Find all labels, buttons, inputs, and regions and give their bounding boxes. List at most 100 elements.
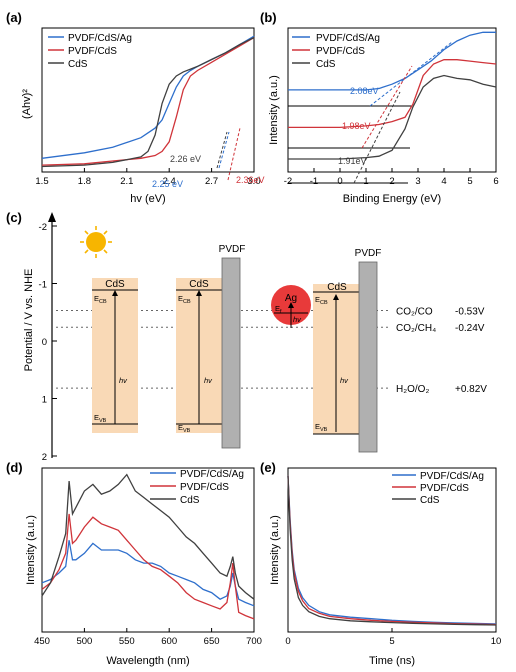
ag-ef: Ef (275, 304, 282, 315)
arrow-up-icon (288, 302, 294, 308)
cds-1-hv: hv (119, 376, 128, 385)
annotation-b-cds: 1.91eV (338, 156, 367, 166)
cds-slope (353, 91, 401, 184)
panel-d-plot: 450 500 550 600 650 700 PVDF/CdS/Ag PVDF/CdS … (25, 467, 262, 667)
panel-a-frame (41, 27, 255, 173)
panel-b-label: (b) (260, 10, 277, 25)
cds-tangent (216, 131, 228, 169)
legend-d-pvdf-cds: PVDF/CdS (180, 482, 229, 493)
ag-label: Ag (285, 293, 297, 304)
legend-d-ag: PVDF/CdS/Ag (180, 469, 244, 480)
sun-icon (80, 226, 112, 258)
legend-b-cds: CdS (316, 59, 336, 70)
panel-c-ylabel: Potential / V vs. NHE (23, 269, 35, 372)
cds-2-ecb: ECB (178, 294, 191, 305)
x-tick-label: -1 (310, 176, 318, 187)
cds-2-label: CdS (189, 279, 209, 290)
panel-d-frame (41, 467, 255, 633)
panel-d-label: (d) (6, 460, 23, 475)
panel-d-ylabel: Intensity (a.u.) (25, 515, 37, 585)
redox-potential-label: -0.53V (455, 307, 485, 318)
legend-b-pvdf-cds: PVDF/CdS (316, 46, 365, 57)
x-tick-label: 0 (285, 636, 290, 647)
ag-slope (369, 41, 453, 107)
cds-1-label: CdS (105, 279, 125, 290)
annotation-ag: 2.25 eV (152, 179, 183, 189)
panel-d-xlabel: Wavelength (nm) (106, 655, 189, 667)
arrow-up-icon (112, 290, 118, 296)
arrow-up-icon (196, 290, 202, 296)
x-tick-label: 2.7 (205, 176, 218, 187)
series-line-d-0 (41, 540, 255, 607)
legend-a-pvdf-cds: PVDF/CdS (68, 46, 117, 57)
cds-3-evb: EVB (315, 422, 328, 433)
redox-couple-label: H₂O/O₂ (396, 384, 429, 395)
y-tick-label: -1 (39, 280, 47, 291)
legend-b-ag: PVDF/CdS/Ag (316, 33, 380, 44)
axis-arrow-icon (48, 212, 56, 222)
panel-a-plot: 1.5 1.8 2.1 2.4 2.7 3.0 2.26 eV 2.25 eV 2.36e… (21, 27, 265, 205)
panel-a-label: (a) (6, 10, 22, 25)
x-tick-label: 5 (389, 636, 394, 647)
annotation-cds: 2.26 eV (170, 154, 201, 164)
x-tick-label: 10 (491, 636, 502, 647)
x-tick-label: 600 (161, 636, 177, 647)
x-tick-label: 2.4 (163, 176, 176, 187)
panel-e-label: (e) (260, 460, 276, 475)
panel-c-diagram: -2 -1 0 1 2 Potential / V vs. NHE CO₂/CO -0.5… (23, 212, 487, 463)
x-tick-label: 700 (246, 636, 262, 647)
x-tick-label: -2 (284, 176, 292, 187)
legend-e-cds: CdS (420, 495, 440, 506)
cds-1-evb: EVB (94, 413, 107, 424)
annotation-pvdf-cds: 2.36eV (236, 175, 265, 185)
series-line-e-0 (287, 475, 497, 625)
pvdf-bar-2 (358, 261, 378, 453)
redox-potential-label: +0.82V (455, 384, 487, 395)
x-tick-label: 1.8 (78, 176, 91, 187)
x-tick-label: 1 (363, 176, 368, 187)
panel-a-ylabel: (Ahv)² (21, 89, 33, 119)
x-tick-label: 450 (34, 636, 50, 647)
series-line-d-1 (41, 513, 255, 620)
series-line-a-2 (41, 37, 255, 168)
redox-couple-label: CO₂/CO (396, 307, 433, 318)
panel-b-plot: -2 -1 0 1 2 3 4 5 6 2.08eV 1.98eV 1.91eV PVDF/Cd… (268, 27, 499, 205)
x-tick-label: 6 (493, 176, 498, 187)
pvdf-cds-tangent (227, 127, 241, 181)
legend-e-ag: PVDF/CdS/Ag (420, 471, 484, 482)
pvdf-bar-1 (221, 257, 241, 449)
panel-a-xlabel: hv (eV) (130, 193, 165, 205)
panel-e-xlabel: Time (ns) (369, 655, 415, 667)
series-line-e-2 (287, 475, 497, 626)
pvdf-2-label: PVDF (355, 248, 382, 259)
x-tick-label: 3.0 (247, 176, 260, 187)
x-tick-label: 0 (337, 176, 342, 187)
panel-b-xlabel: Binding Energy (eV) (343, 193, 441, 205)
cds-2-hv: hv (204, 376, 213, 385)
x-tick-label: 2 (389, 176, 394, 187)
y-tick-label: -2 (39, 222, 47, 233)
cds-3-ecb: ECB (315, 295, 328, 306)
panel-e-plot: 0 5 10 PVDF/CdS/Ag PVDF/CdS CdS Time (ns) … (269, 467, 502, 667)
cds-1-ecb: ECB (94, 294, 107, 305)
series-line-d-2 (41, 473, 255, 600)
x-tick-label: 2.1 (120, 176, 133, 187)
redox-potential-label: -0.24V (455, 323, 485, 334)
arrow-up-icon (333, 294, 339, 300)
cds-2-evb: EVB (178, 423, 191, 434)
cds-3-label: CdS (327, 282, 347, 293)
series-line-b-2 (288, 74, 497, 160)
legend-a-cds: CdS (68, 59, 88, 70)
y-tick-label: 2 (42, 452, 47, 463)
cds-3-hv: hv (340, 376, 349, 385)
x-tick-label: 5 (467, 176, 472, 187)
pvdf-cds-slope (361, 65, 413, 149)
y-tick-label: 0 (42, 337, 47, 348)
x-tick-label: 550 (119, 636, 135, 647)
ag-tangent (218, 131, 230, 169)
x-tick-label: 3 (415, 176, 420, 187)
series-line-e-1 (287, 475, 497, 626)
legend-e-pvdf-cds: PVDF/CdS (420, 483, 469, 494)
panel-c-label: (c) (6, 210, 22, 225)
